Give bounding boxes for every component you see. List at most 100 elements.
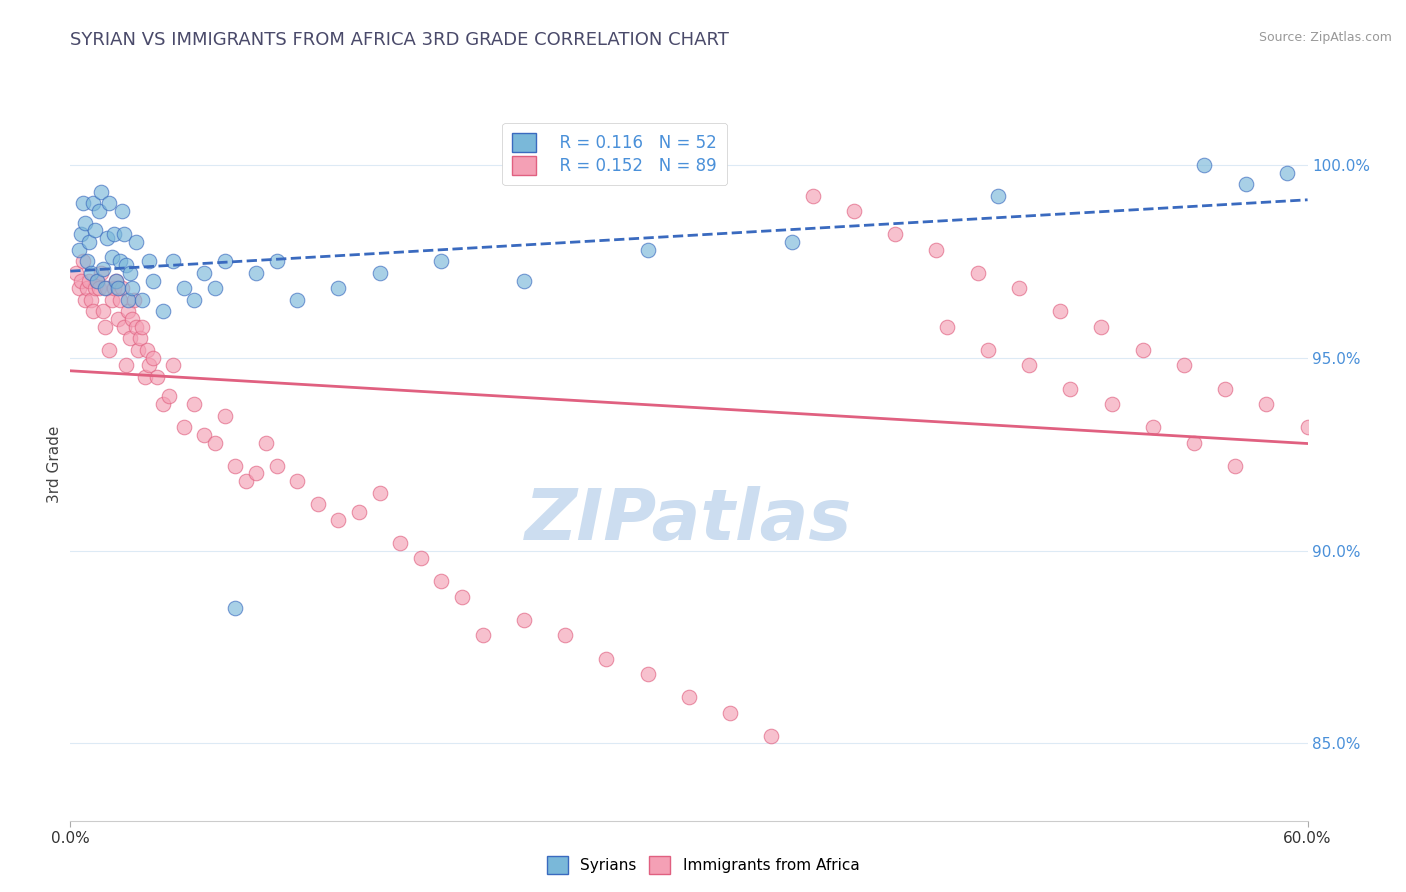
Point xyxy=(254,435,277,450)
Point xyxy=(107,312,129,326)
Point xyxy=(430,254,453,268)
Point xyxy=(100,251,122,265)
Point xyxy=(152,304,174,318)
Point xyxy=(76,281,98,295)
Point xyxy=(103,227,125,242)
Point xyxy=(801,188,824,202)
Point xyxy=(80,266,103,280)
Point xyxy=(112,319,135,334)
Point xyxy=(245,266,267,280)
Point xyxy=(204,435,226,450)
Point xyxy=(86,274,108,288)
Point xyxy=(214,254,236,268)
Point xyxy=(157,389,180,403)
Point xyxy=(328,281,350,295)
Point xyxy=(266,458,288,473)
Point xyxy=(173,420,195,434)
Point xyxy=(108,293,131,307)
Point xyxy=(977,343,1000,357)
Point xyxy=(115,359,138,373)
Point xyxy=(285,293,308,307)
Point xyxy=(120,331,142,345)
Point xyxy=(1225,458,1247,473)
Point xyxy=(125,235,148,249)
Point xyxy=(1213,382,1236,396)
Point xyxy=(117,293,139,307)
Point xyxy=(554,628,576,642)
Point xyxy=(65,266,87,280)
Point xyxy=(82,304,104,318)
Point xyxy=(1008,281,1031,295)
Point xyxy=(104,274,127,288)
Point xyxy=(72,196,94,211)
Point xyxy=(69,274,91,288)
Point xyxy=(637,243,659,257)
Point xyxy=(120,266,142,280)
Point xyxy=(72,254,94,268)
Point xyxy=(129,331,152,345)
Point xyxy=(1132,343,1154,357)
Point xyxy=(152,397,174,411)
Point xyxy=(91,304,114,318)
Point xyxy=(98,196,121,211)
Point xyxy=(67,243,90,257)
Point xyxy=(96,231,118,245)
Point xyxy=(1059,382,1081,396)
Point xyxy=(987,188,1010,202)
Point xyxy=(77,274,100,288)
Point xyxy=(1234,177,1257,191)
Point xyxy=(193,266,215,280)
Point xyxy=(1256,397,1278,411)
Point xyxy=(121,312,143,326)
Point xyxy=(94,319,117,334)
Point xyxy=(96,281,118,295)
Point xyxy=(595,651,617,665)
Point xyxy=(266,254,288,268)
Point xyxy=(1018,359,1040,373)
Point xyxy=(409,551,432,566)
Point xyxy=(347,505,370,519)
Point xyxy=(121,281,143,295)
Legend: Syrians, Immigrants from Africa: Syrians, Immigrants from Africa xyxy=(540,850,866,880)
Point xyxy=(107,281,129,295)
Point xyxy=(69,227,91,242)
Point xyxy=(235,474,257,488)
Point xyxy=(183,397,205,411)
Point xyxy=(1173,359,1195,373)
Point xyxy=(77,235,100,249)
Point xyxy=(100,293,122,307)
Point xyxy=(142,351,165,365)
Point xyxy=(193,428,215,442)
Point xyxy=(637,667,659,681)
Point xyxy=(718,706,741,720)
Point xyxy=(89,204,111,219)
Point xyxy=(108,254,131,268)
Point xyxy=(117,304,139,318)
Point xyxy=(90,266,112,280)
Point xyxy=(94,281,117,295)
Point xyxy=(138,254,160,268)
Point xyxy=(1275,166,1298,180)
Point xyxy=(1049,304,1071,318)
Point xyxy=(1182,435,1205,450)
Point xyxy=(73,216,96,230)
Point xyxy=(111,281,134,295)
Y-axis label: 3rd Grade: 3rd Grade xyxy=(46,425,62,502)
Point xyxy=(884,227,907,242)
Point xyxy=(183,293,205,307)
Point xyxy=(224,601,246,615)
Point xyxy=(307,497,329,511)
Point xyxy=(76,254,98,268)
Point xyxy=(112,227,135,242)
Point xyxy=(925,243,948,257)
Point xyxy=(73,293,96,307)
Point xyxy=(842,204,865,219)
Point xyxy=(84,223,107,237)
Point xyxy=(368,485,391,500)
Point xyxy=(104,274,127,288)
Point xyxy=(780,235,803,249)
Point xyxy=(389,536,412,550)
Point xyxy=(162,359,184,373)
Point xyxy=(935,319,957,334)
Point xyxy=(966,266,988,280)
